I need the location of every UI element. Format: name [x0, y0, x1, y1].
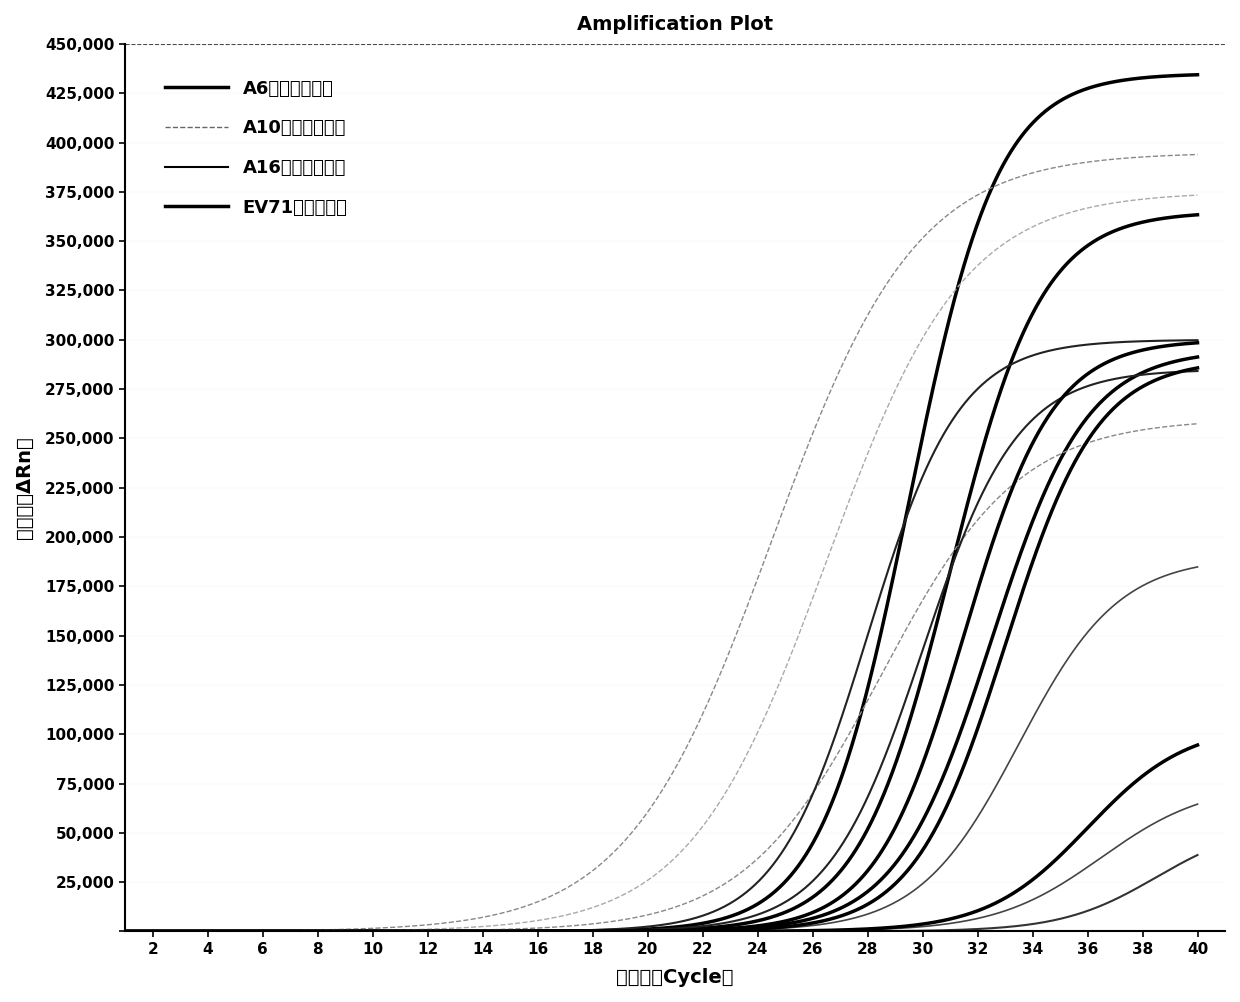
X-axis label: 循环数（Cycle）: 循环数（Cycle） — [616, 968, 734, 987]
Title: Amplification Plot: Amplification Plot — [577, 15, 773, 34]
Y-axis label: 荧光値（ΔRn）: 荧光値（ΔRn） — [15, 436, 33, 539]
Legend: A6型柯萨奇病毒, A10型柯萨奇病毒, A16型柯萨奇病毒, EV71型肠道病毒: A6型柯萨奇病毒, A10型柯萨奇病毒, A16型柯萨奇病毒, EV71型肠道病… — [156, 71, 357, 225]
